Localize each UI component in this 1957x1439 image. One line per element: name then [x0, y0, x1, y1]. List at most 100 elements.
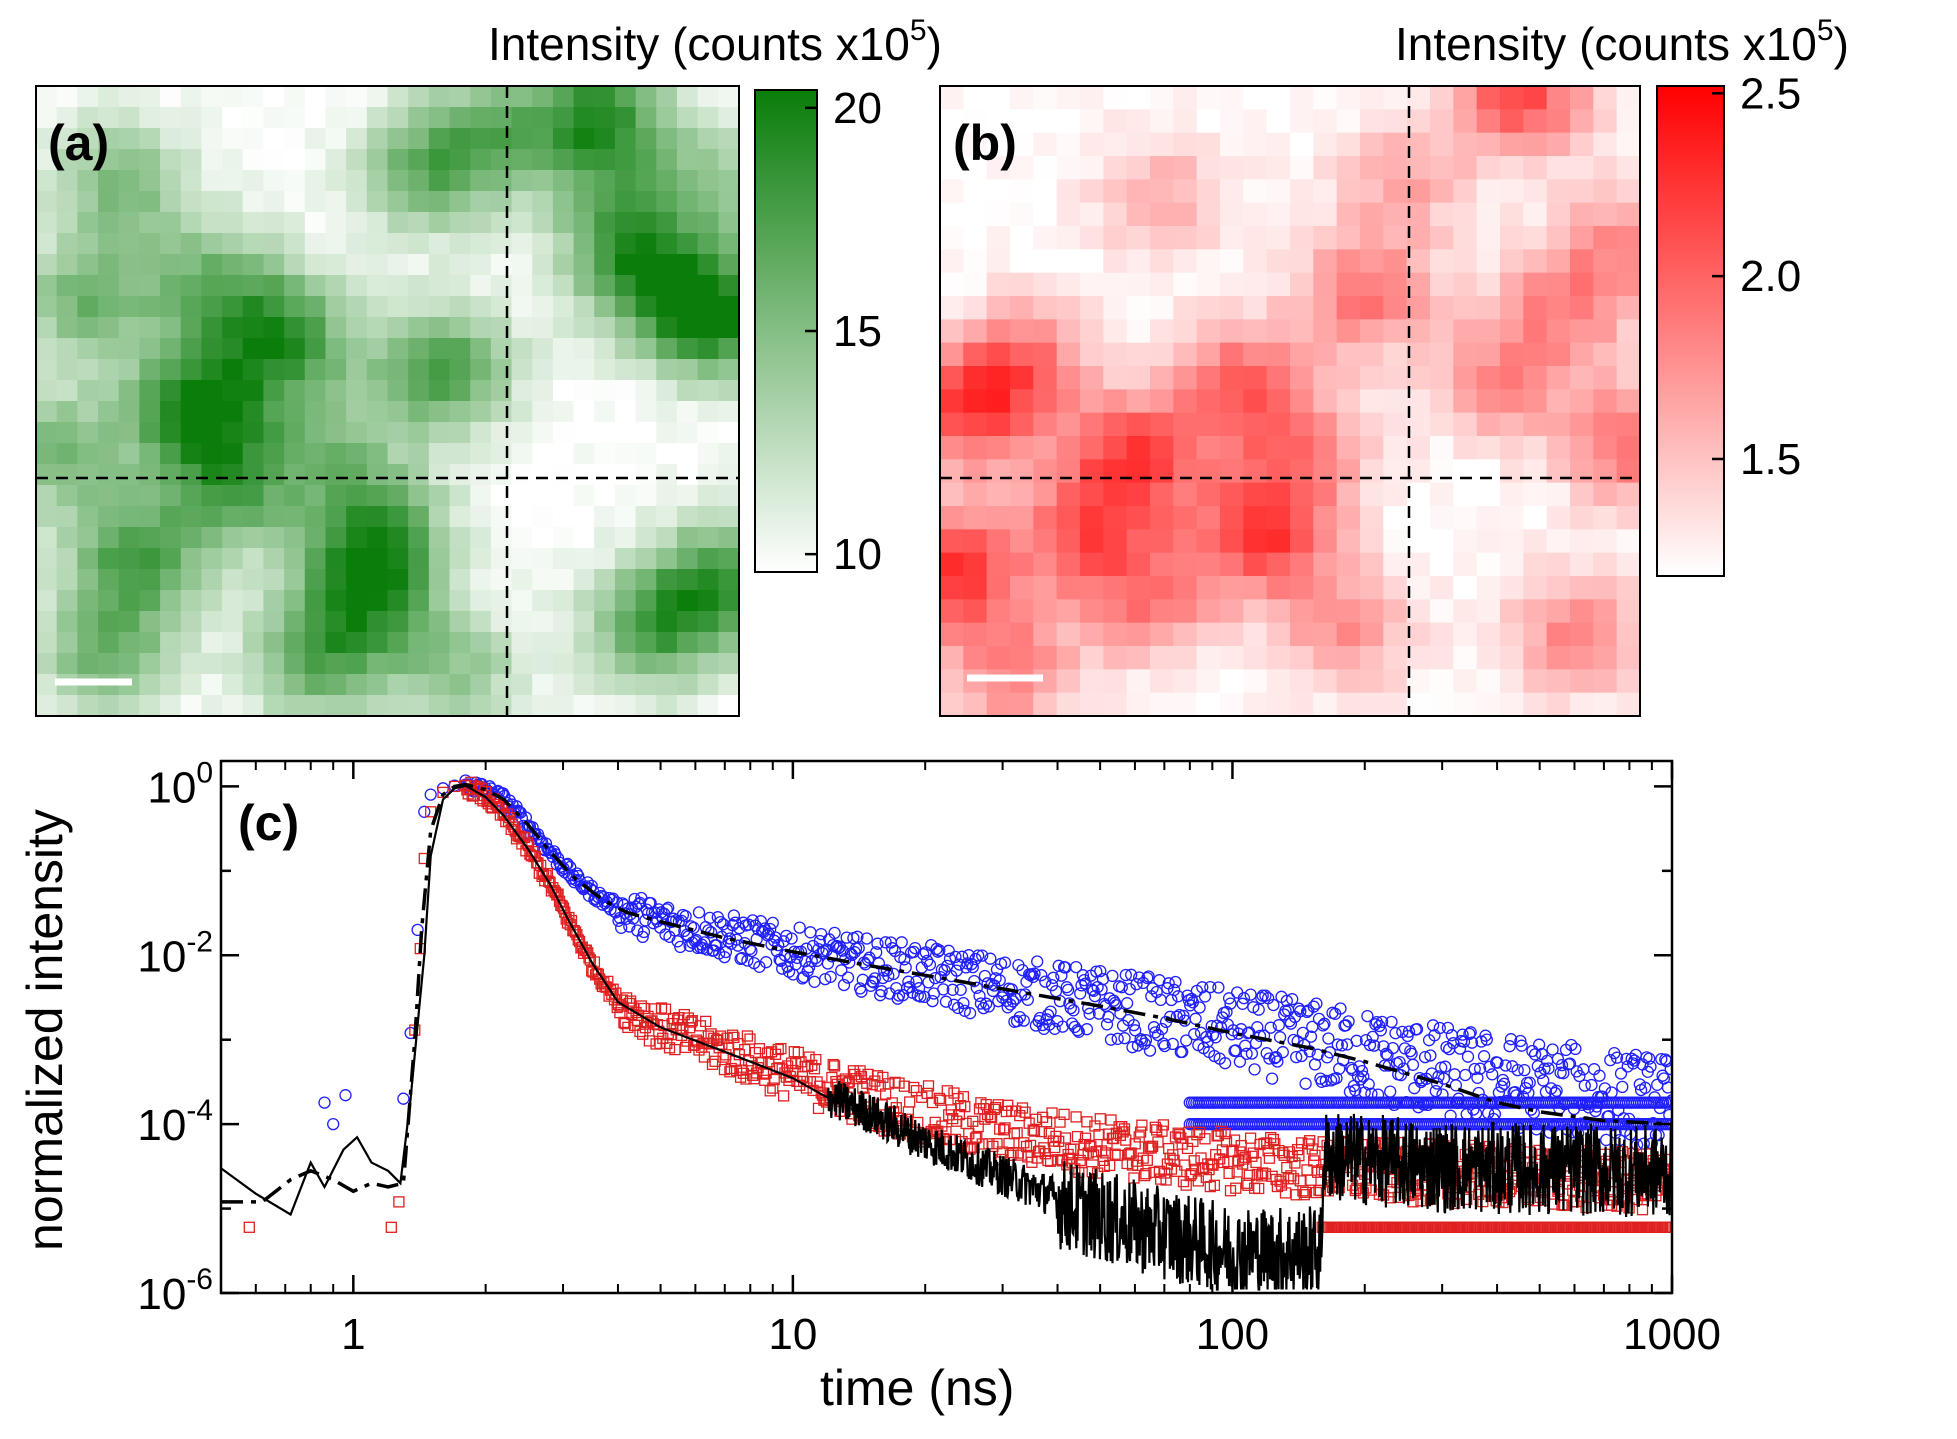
series-circles-point	[727, 909, 741, 922]
series-circles-point	[875, 985, 888, 998]
heatmap-a-cell	[635, 548, 657, 570]
series-circles-point	[1165, 993, 1178, 1007]
heatmap-a-cell	[284, 380, 306, 402]
heatmap-b-cell	[1313, 436, 1338, 460]
heatmap-a-cell	[552, 338, 575, 360]
series-circles-point	[1265, 1072, 1279, 1085]
heatmap-b-cell	[1290, 576, 1314, 600]
heatmap-b-cell	[1593, 622, 1618, 647]
heatmap-a-cell	[222, 275, 244, 297]
heatmap-b-cell	[1616, 249, 1640, 274]
series-squares-point	[1028, 1125, 1041, 1137]
series-circles-point	[766, 916, 779, 930]
heatmap-b-cell	[1616, 109, 1640, 134]
heatmap-a-cell	[139, 695, 161, 716]
heatmap-a-cell	[573, 569, 595, 591]
heatmap-b-cell	[1453, 389, 1478, 414]
heatmap-b-cell	[1383, 319, 1408, 344]
heatmap-a-cell	[118, 632, 140, 654]
heatmap-a-cell	[304, 695, 327, 716]
series-circles-point	[1280, 994, 1293, 1008]
heatmap-a-cell	[656, 401, 678, 423]
series-circles-point	[1163, 1010, 1177, 1023]
heatmap-a-cell	[470, 674, 492, 696]
series-circles-point	[714, 915, 727, 929]
heatmap-b-cell	[1593, 646, 1618, 670]
heatmap-b-cell	[1383, 156, 1408, 180]
series-circles-point	[637, 925, 651, 939]
heatmap-b-cell	[1476, 669, 1501, 694]
heatmap-a-cell	[635, 674, 657, 696]
heatmap-a-cell	[201, 254, 223, 276]
heatmap-b-cell	[1616, 646, 1640, 670]
heatmap-b-cell	[1430, 389, 1454, 414]
heatmap-b-cell	[1220, 669, 1244, 694]
series-circles-point	[1299, 1077, 1312, 1090]
heatmap-a-cell	[490, 485, 513, 507]
heatmap-b-cell	[940, 436, 964, 460]
panel-label-b: (b)	[953, 115, 1017, 171]
series-circles-point	[1240, 1047, 1253, 1060]
series-circles-point	[1193, 1001, 1206, 1014]
heatmap-b-cell	[1056, 506, 1081, 530]
heatmap-a-cell	[284, 632, 306, 654]
heatmap-b-cell	[1593, 529, 1618, 554]
heatmap-a-cell	[532, 527, 554, 549]
heatmap-b-cell	[940, 366, 964, 390]
heatmap-a-cell	[180, 695, 203, 716]
heatmap-b-cell	[1453, 296, 1478, 320]
heatmap-b-cell	[1616, 436, 1640, 460]
heatmap-b-cell	[1336, 506, 1361, 530]
heatmap-a-cell	[470, 464, 492, 486]
heatmap-b-cell	[1243, 296, 1268, 320]
heatmap-a-cell	[304, 380, 327, 402]
series-squares-point	[706, 1058, 719, 1070]
heatmap-a-cell	[77, 254, 99, 276]
heatmap-a-cell	[594, 359, 616, 381]
series-circles-point	[819, 972, 832, 986]
heatmap-a-cell	[201, 128, 223, 150]
series-squares-point	[757, 1068, 770, 1080]
heatmap-a-cell	[387, 548, 409, 570]
heatmap-a-cell	[697, 191, 719, 213]
heatmap-b-cell	[963, 179, 988, 204]
series-circles-point	[1410, 1023, 1424, 1036]
heatmap-b-cell	[1150, 529, 1174, 554]
heatmap-b-cell	[1243, 202, 1268, 227]
heatmap-a-cell	[573, 317, 595, 339]
heatmap-a-cell	[532, 611, 554, 633]
heatmap-a-cell	[449, 254, 471, 276]
heatmap-b-cell	[1126, 459, 1151, 484]
heatmap-a-cell	[656, 212, 678, 234]
heatmap-a-cell	[490, 401, 513, 423]
heatmap-a-cell	[325, 338, 347, 360]
series-circles-point	[1061, 983, 1075, 997]
series-circles-point	[824, 970, 837, 983]
heatmap-b-cell	[1290, 249, 1314, 274]
heatmap-a-cell	[387, 149, 409, 171]
series-squares-point	[1094, 1113, 1106, 1125]
heatmap-b-cell	[1103, 319, 1128, 344]
series-circles-point	[998, 956, 1012, 969]
heatmap-a-cell	[139, 422, 161, 444]
series-squares-point	[682, 1012, 694, 1024]
series-circles-point	[871, 937, 884, 950]
series-circles-point	[1074, 987, 1087, 1000]
heatmap-a-cell	[160, 107, 182, 129]
heatmap-a-cell	[635, 254, 657, 276]
series-circles-point	[852, 941, 865, 955]
heatmap-a-cell	[656, 527, 678, 549]
heatmap-a-cell	[718, 590, 739, 612]
heatmap-a-cell	[594, 695, 616, 716]
series-squares-point	[1152, 1136, 1164, 1148]
series-circles-point	[436, 782, 450, 795]
series-circles-point	[1006, 995, 1020, 1008]
heatmap-b-cell	[1570, 669, 1594, 694]
series-squares-point	[1038, 1142, 1050, 1154]
heatmap-a-cell	[387, 128, 409, 150]
heatmap-a-cell	[676, 254, 699, 276]
heatmap-a-cell	[346, 149, 368, 171]
heatmap-b-cell	[1523, 646, 1548, 670]
heatmap-a-cell	[98, 128, 120, 150]
series-squares-point	[933, 1092, 945, 1105]
